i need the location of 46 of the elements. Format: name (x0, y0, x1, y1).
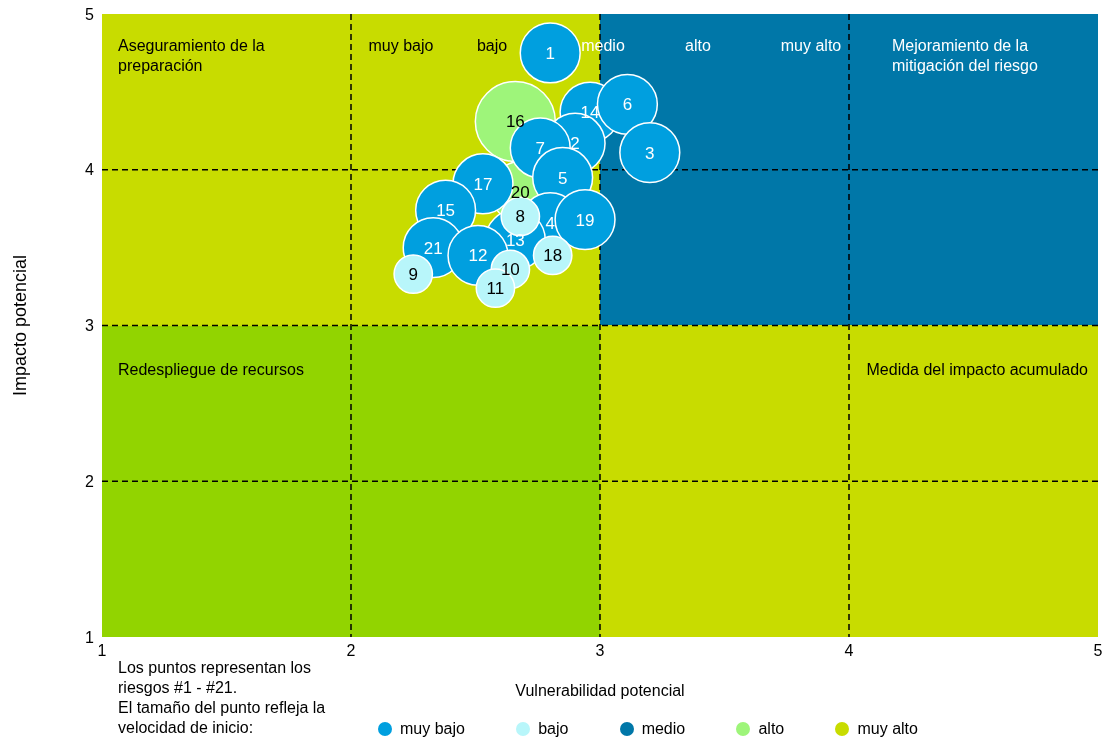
annotation: 4 (545, 213, 555, 233)
annotation: 16 (505, 112, 525, 132)
annotation: 11 (486, 279, 505, 299)
annotation: 3 (645, 143, 655, 163)
annotation: 8 (515, 207, 526, 227)
x-tick-label: 2 (346, 642, 356, 660)
legend-label: muy alto (857, 720, 918, 738)
annotation: 17 (473, 174, 493, 194)
legend-label: medio (641, 720, 686, 738)
annotation: 21 (423, 238, 443, 258)
x-tick-label: 3 (595, 642, 605, 660)
legend-label: alto (758, 720, 785, 738)
annotation: Mejoramiento de la mitigación del riesgo (892, 36, 1039, 76)
y-axis-title: Impacto potencial (10, 254, 31, 397)
x-tick-label: 1 (97, 642, 107, 660)
y-tick-label: 5 (85, 5, 95, 23)
annotation: Medida del impacto acumulado (865, 360, 1088, 380)
annotation: 12 (468, 246, 488, 266)
annotation: muy alto (779, 36, 843, 56)
x-tick-label: 4 (844, 642, 854, 660)
annotation: 10 (500, 260, 520, 280)
legend-label: bajo (538, 720, 569, 738)
x-tick-label: 5 (1093, 642, 1103, 660)
annotation: 6 (622, 95, 633, 115)
annotation: Aseguramiento de la preparación (118, 36, 266, 76)
annotation: 5 (557, 168, 568, 188)
annotation: 2 (570, 134, 580, 154)
y-tick-label: 1 (85, 628, 95, 646)
annotation: 20 (510, 182, 530, 202)
annotation: 18 (543, 246, 563, 266)
y-tick-label: 3 (85, 317, 95, 335)
annotation: 1 (545, 43, 555, 63)
y-tick-label: 2 (85, 472, 95, 490)
text: El tamaño del punto refleja la velocidad de inicio: (118, 698, 327, 738)
legend-label: muy bajo (400, 720, 465, 738)
x-axis-title: Vulnerabilidad potencial (515, 682, 685, 699)
annotation: Redespliegue de recursos (118, 360, 305, 380)
annotation: muy bajo (367, 36, 435, 56)
annotation: 15 (436, 201, 456, 221)
annotation: alto (684, 36, 712, 56)
annotation: 7 (535, 138, 545, 158)
annotation: bajo (475, 36, 509, 56)
annotation: 9 (408, 265, 418, 285)
y-tick-label: 4 (85, 161, 95, 179)
annotation: 19 (575, 210, 595, 230)
text: Los puntos representan los riesgos #1 - #21. (118, 658, 312, 698)
